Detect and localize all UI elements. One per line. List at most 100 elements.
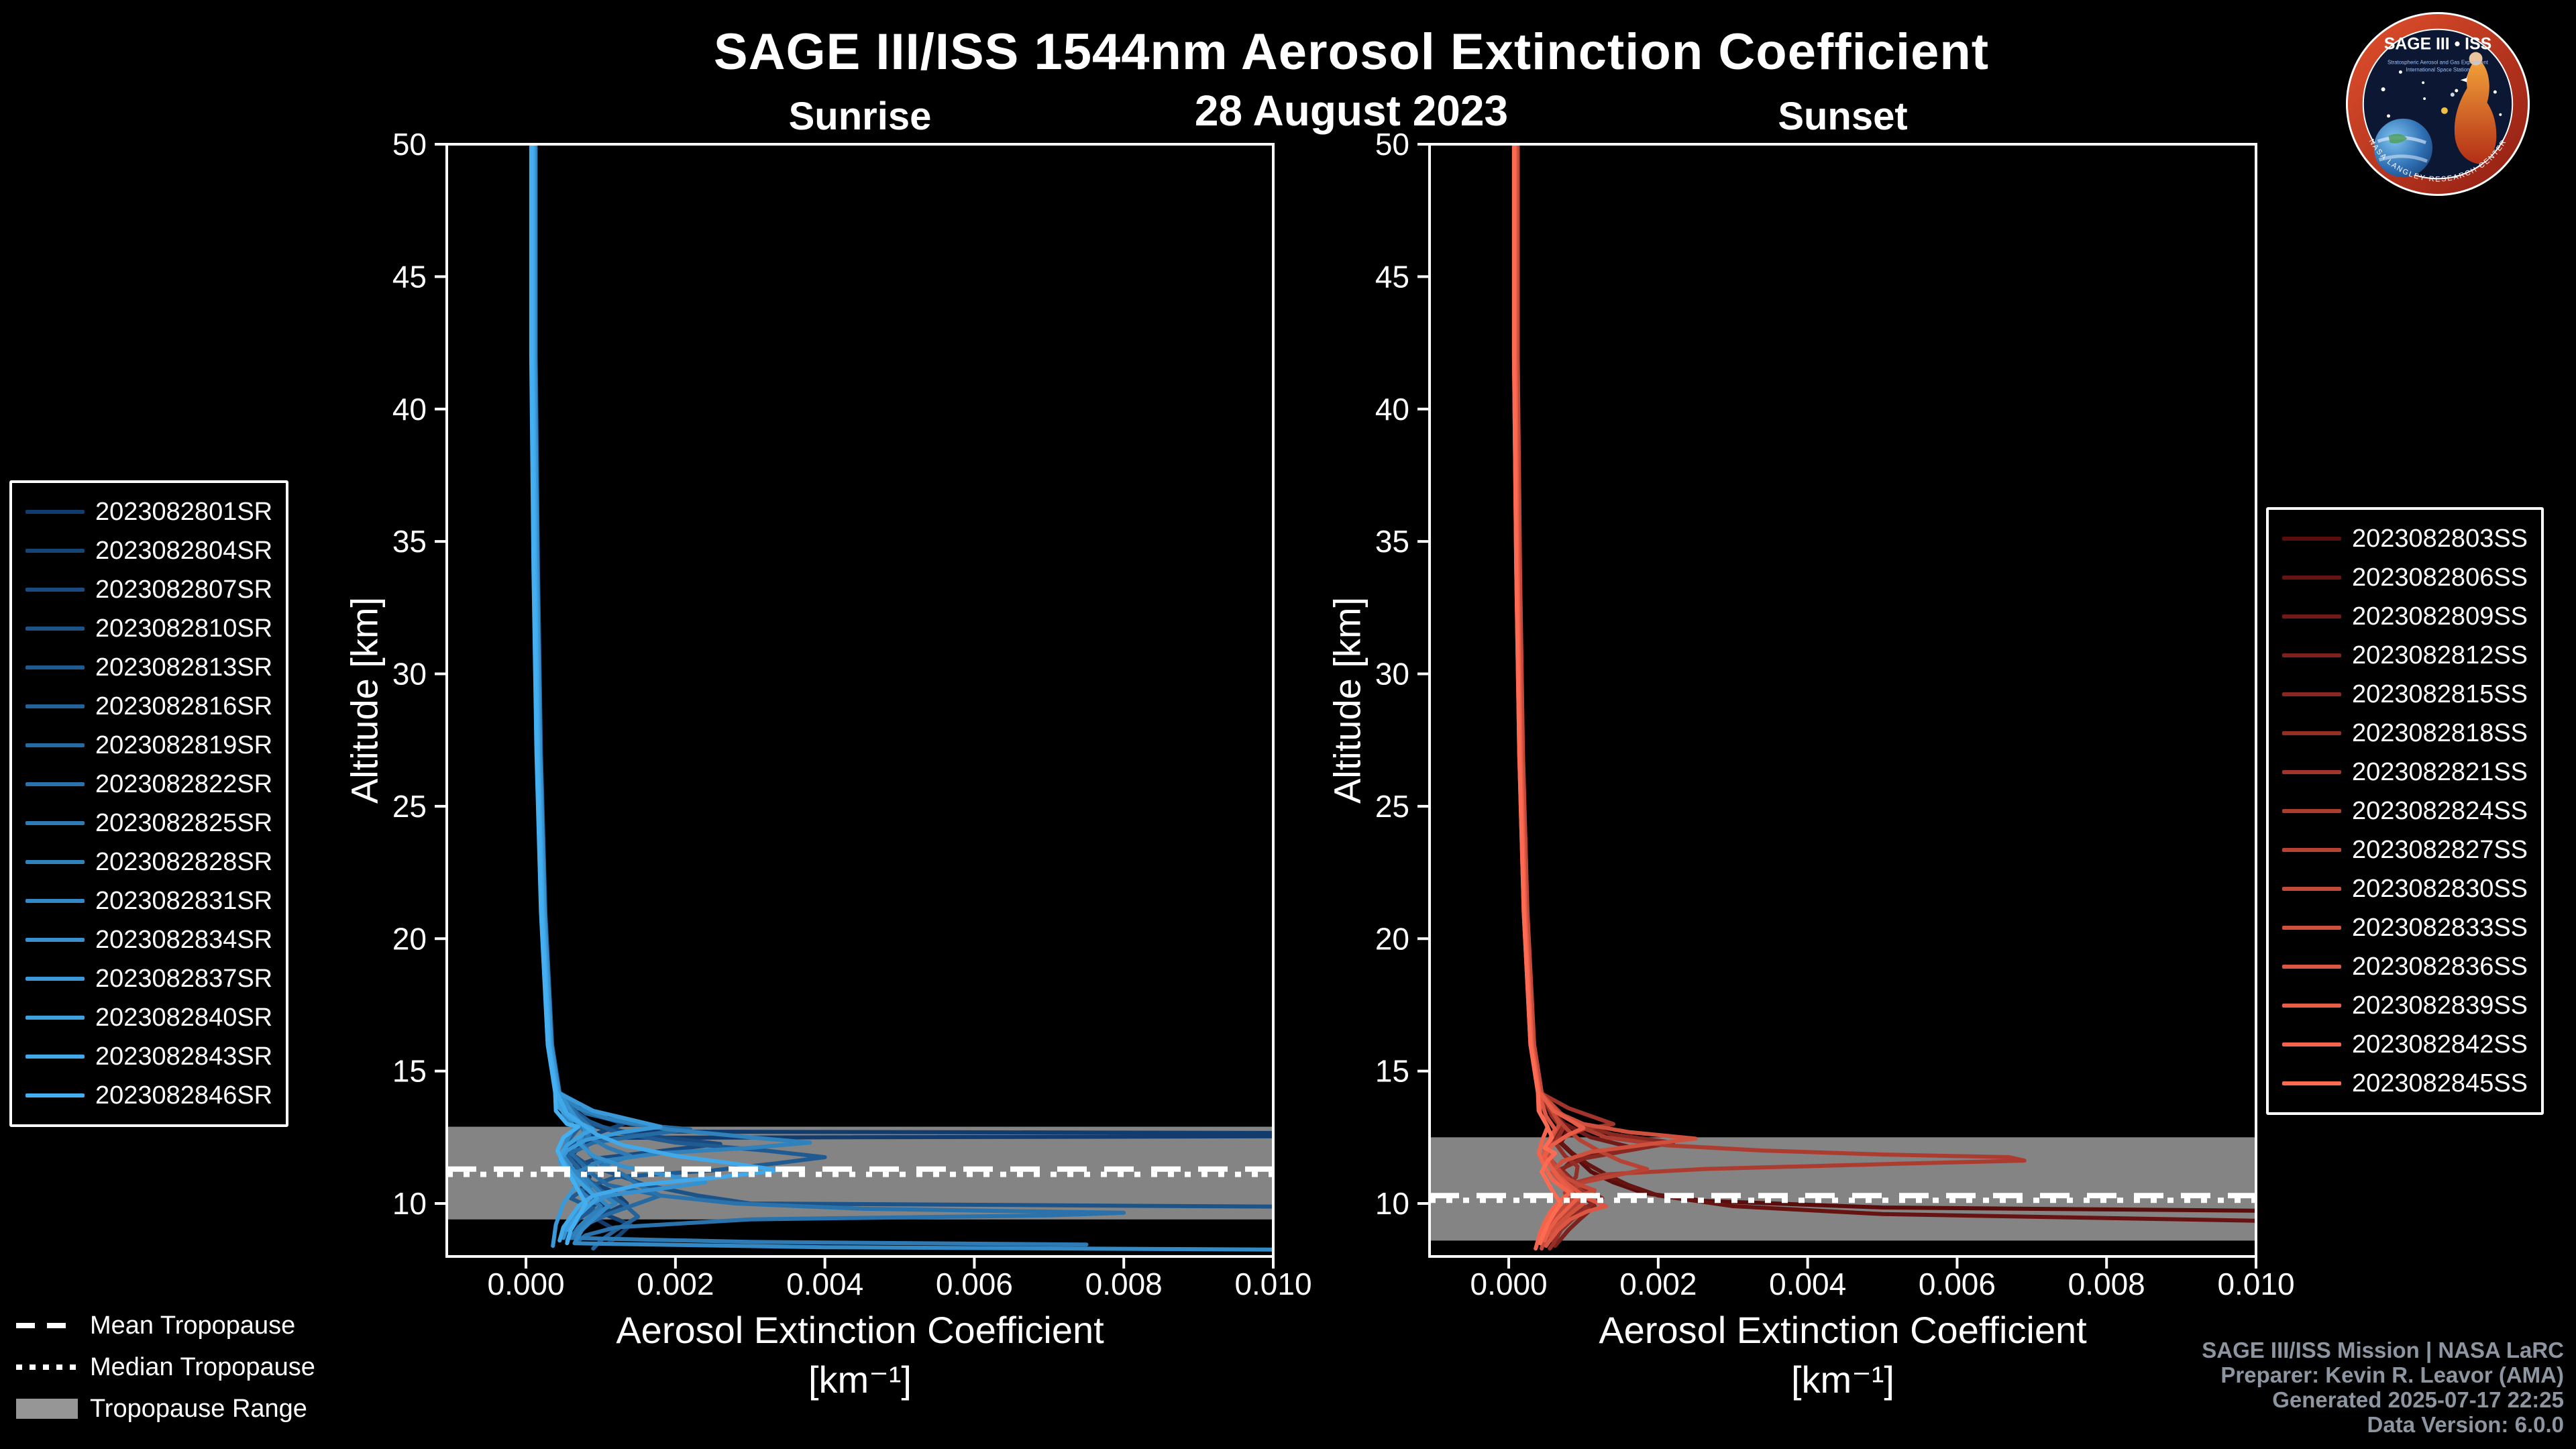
legend-label: 2023082822SR [95, 769, 273, 798]
legend-item: 2023082812SS [2282, 636, 2528, 675]
credit-data-version: Data Version: 6.0.0 [2367, 1412, 2564, 1437]
legend-line-swatch [2282, 1042, 2341, 1046]
legend-line-swatch [2282, 926, 2341, 930]
legend-line-swatch [2282, 848, 2341, 852]
logo-figure-head [2469, 52, 2483, 66]
svg-text:0.008: 0.008 [2068, 1267, 2145, 1301]
svg-text:25: 25 [392, 789, 427, 824]
logo-title: SAGE III • ISS [2384, 36, 2491, 54]
svg-text:10: 10 [392, 1186, 427, 1221]
svg-text:40: 40 [1375, 392, 1409, 427]
legend-item: 2023082807SR [25, 570, 272, 609]
legend-label: 2023082824SS [2352, 796, 2528, 825]
legend-line-swatch [2282, 770, 2341, 774]
median-tropopause-dot-swatch [16, 1364, 78, 1370]
sunset-y-axis-label: Altitude [km] [1326, 596, 1368, 804]
legend-item: 2023082831SR [25, 881, 272, 920]
logo-subtitle-1: Stratospheric Aerosol and Gas Experiment [2387, 59, 2489, 65]
legend-label: 2023082815SS [2352, 680, 2528, 708]
chart-date: 28 August 2023 [1194, 87, 1509, 135]
logo-moon-dot [2450, 93, 2455, 97]
legend-item-tropopause-range: Tropopause Range [16, 1388, 315, 1430]
legend-item: 2023082845SS [2282, 1064, 2528, 1103]
legend-label: 2023082813SR [95, 653, 273, 682]
logo-subtitle-2: International Space Station [2406, 66, 2469, 72]
credits: SAGE III/ISS Mission | NASA LaRC Prepare… [2202, 1338, 2564, 1437]
legend-item: 2023082801SR [25, 492, 272, 531]
sunset-panel-title: Sunset [1778, 95, 1908, 138]
svg-text:20: 20 [1375, 921, 1409, 956]
legend-line-swatch [2282, 692, 2341, 696]
legend-item: 2023082815SS [2282, 675, 2528, 714]
legend-line-swatch [25, 1093, 85, 1097]
legend-label: 2023082833SS [2352, 913, 2528, 942]
legend-label: 2023082825SR [95, 808, 273, 837]
svg-text:0.010: 0.010 [1234, 1267, 1311, 1301]
svg-text:45: 45 [1375, 259, 1409, 294]
legend-line-swatch [25, 588, 85, 592]
svg-text:35: 35 [1375, 524, 1409, 559]
sunrise-legend: 2023082801SR 2023082804SR 2023082807SR 2023… [9, 480, 289, 1127]
mean-tropopause-label: Mean Tropopause [90, 1311, 296, 1340]
sunrise-x-axis-unit: [km⁻¹] [808, 1358, 912, 1401]
legend-item: 2023082806SS [2282, 558, 2528, 597]
legend-line-swatch [25, 1055, 85, 1059]
legend-item: 2023082834SR [25, 920, 272, 959]
svg-text:0.002: 0.002 [1619, 1267, 1697, 1301]
legend-label: 2023082831SR [95, 886, 273, 915]
legend-line-swatch [25, 821, 85, 825]
legend-item: 2023082818SS [2282, 714, 2528, 753]
legend-label: 2023082843SR [95, 1042, 273, 1071]
legend-line-swatch [25, 704, 85, 708]
svg-text:20: 20 [392, 921, 427, 956]
legend-label: 2023082807SR [95, 575, 273, 604]
sunrise-y-axis-label: Altitude [km] [343, 596, 386, 804]
tropopause-range-label: Tropopause Range [90, 1394, 307, 1423]
legend-label: 2023082837SR [95, 964, 273, 993]
legend-item: 2023082822SR [25, 765, 272, 804]
legend-item: 2023082840SR [25, 998, 272, 1037]
legend-label: 2023082819SR [95, 731, 273, 759]
legend-label: 2023082812SS [2352, 641, 2528, 669]
legend-item: 2023082803SS [2282, 519, 2528, 558]
legend-item: 2023082813SR [25, 648, 272, 687]
legend-label: 2023082818SS [2352, 718, 2528, 747]
legend-item: 2023082825SR [25, 804, 272, 843]
legend-item: 2023082837SR [25, 959, 272, 998]
legend-item: 2023082833SS [2282, 908, 2528, 947]
svg-text:15: 15 [1375, 1054, 1409, 1089]
legend-label: 2023082828SR [95, 847, 273, 876]
logo-earth [2373, 118, 2433, 178]
legend-line-swatch [25, 977, 85, 981]
svg-text:40: 40 [392, 392, 427, 427]
legend-label: 2023082827SS [2352, 835, 2528, 864]
legend-label: 2023082840SR [95, 1003, 273, 1032]
legend-item: 2023082816SR [25, 687, 272, 726]
legend-line-swatch [2282, 576, 2341, 580]
legend-line-swatch [25, 743, 85, 747]
svg-text:0.004: 0.004 [786, 1267, 863, 1301]
legend-line-swatch [2282, 1081, 2341, 1085]
svg-text:15: 15 [392, 1054, 427, 1089]
svg-text:35: 35 [392, 524, 427, 559]
legend-item: 2023082828SR [25, 843, 272, 881]
chart-title: SAGE III/ISS 1544nm Aerosol Extinction C… [713, 23, 1990, 80]
median-tropopause-label: Median Tropopause [90, 1352, 315, 1381]
legend-line-swatch [25, 1016, 85, 1020]
legend-item: 2023082836SS [2282, 947, 2528, 986]
legend-item: 2023082843SR [25, 1037, 272, 1076]
legend-label: 2023082810SR [95, 614, 273, 643]
legend-label: 2023082809SS [2352, 602, 2528, 631]
legend-line-swatch [25, 782, 85, 786]
mean-tropopause-dash-swatch [16, 1323, 78, 1328]
legend-line-swatch [25, 665, 85, 669]
legend-label: 2023082806SS [2352, 563, 2528, 592]
credit-generated: Generated 2025-07-17 22:25 [2272, 1387, 2564, 1412]
legend-label: 2023082842SS [2352, 1030, 2528, 1059]
legend-item: 2023082842SS [2282, 1025, 2528, 1064]
credit-mission: SAGE III/ISS Mission | NASA LaRC [2202, 1338, 2564, 1362]
svg-text:25: 25 [1375, 789, 1409, 824]
sage-iss-logo: SAGE III • ISS Stratospheric Aerosol and… [2345, 11, 2530, 197]
